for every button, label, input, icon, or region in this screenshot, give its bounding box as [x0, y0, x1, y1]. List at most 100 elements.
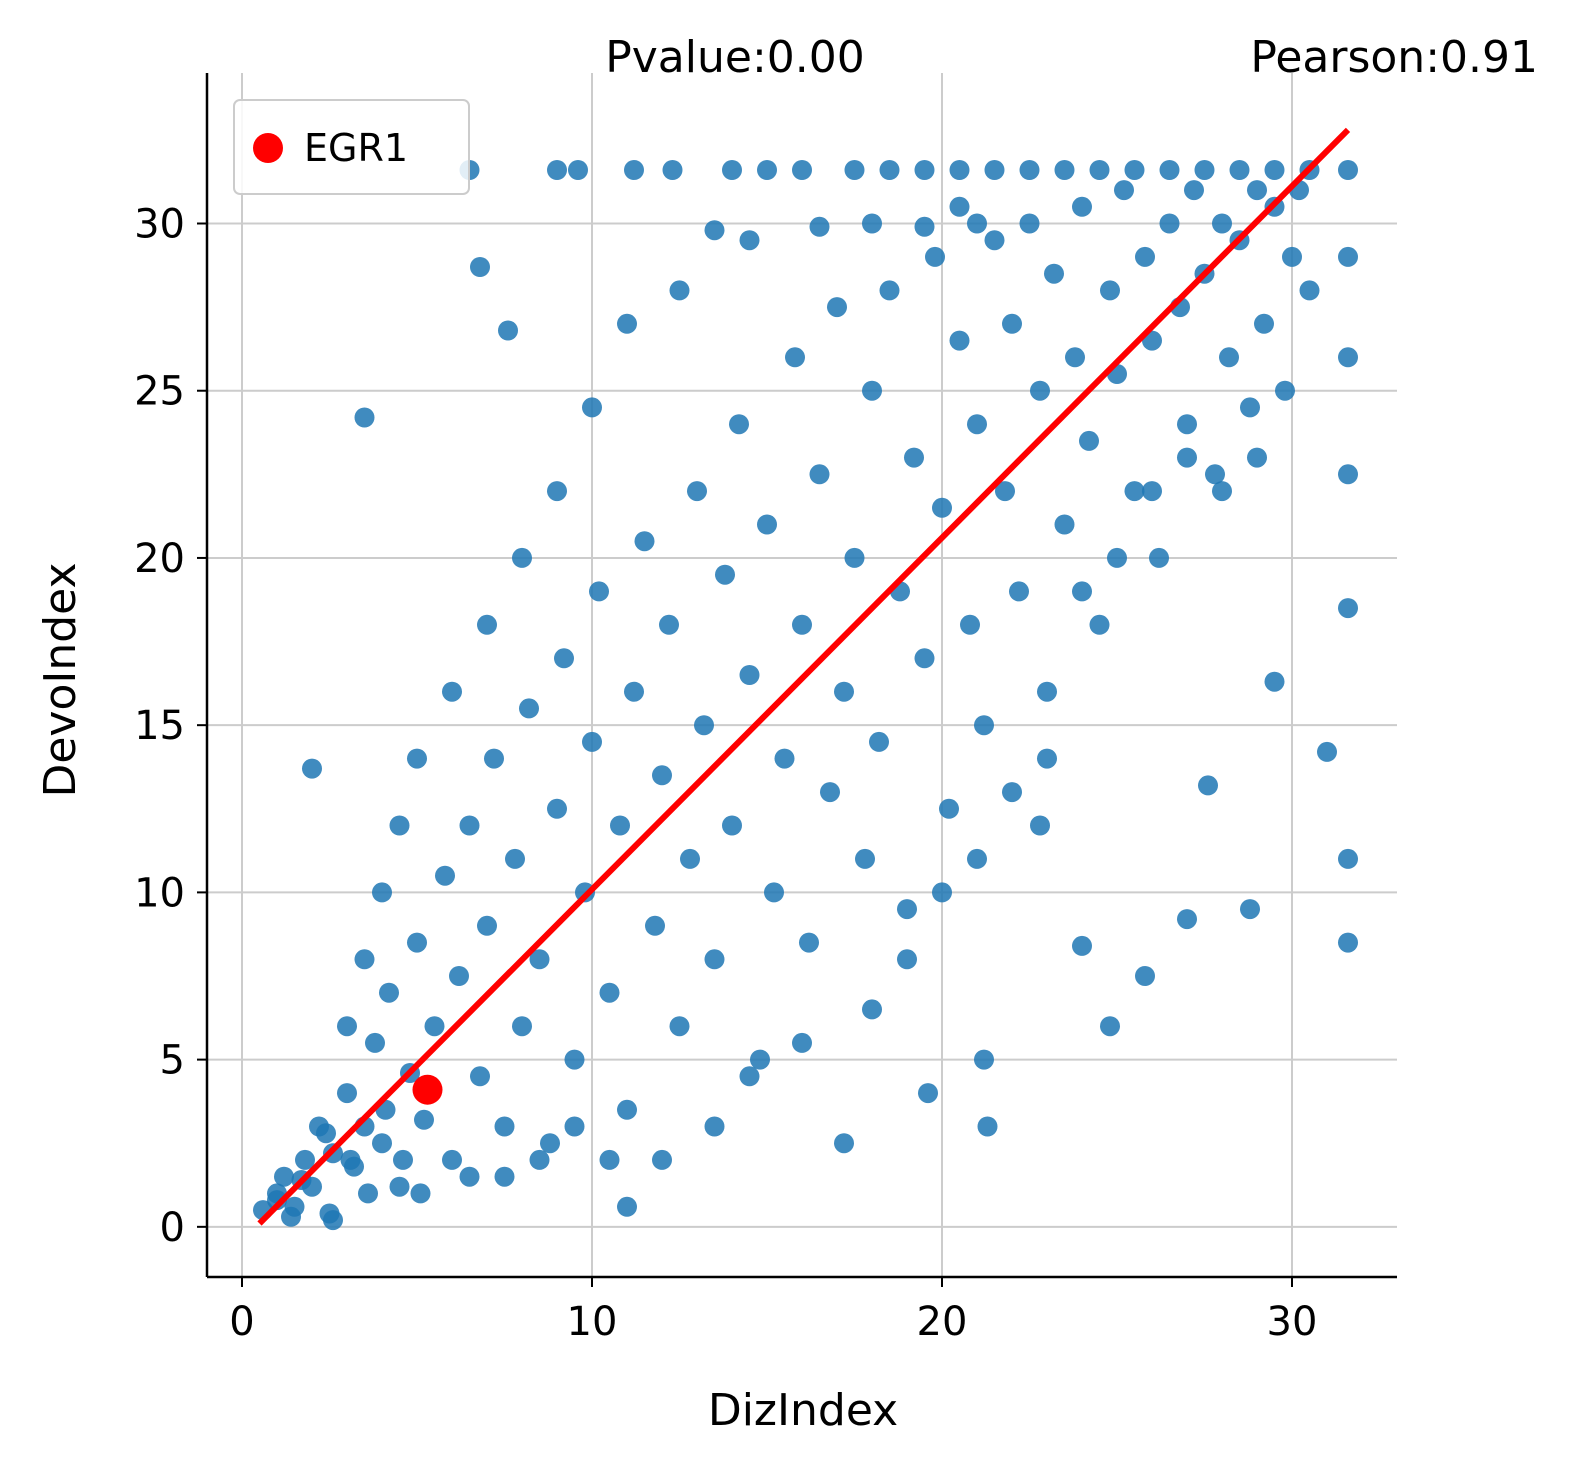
data-point — [687, 481, 707, 502]
legend: EGR1 — [233, 99, 470, 195]
data-point — [974, 715, 994, 736]
data-point — [844, 160, 865, 180]
data-point — [862, 213, 882, 234]
data-point — [897, 949, 917, 970]
data-point — [785, 347, 805, 368]
data-point — [1100, 280, 1120, 301]
grid-lines — [207, 73, 1397, 1277]
data-point — [610, 815, 630, 836]
data-point — [379, 982, 399, 1003]
data-point — [949, 160, 970, 180]
data-point — [1275, 380, 1295, 401]
data-point — [739, 665, 760, 685]
data-point — [372, 1133, 392, 1154]
data-point — [582, 397, 602, 418]
y-tick-label: 20 — [134, 536, 185, 582]
data-point — [358, 1183, 378, 1204]
data-point — [459, 815, 480, 836]
data-point — [1240, 397, 1260, 418]
data-point — [1177, 414, 1197, 435]
data-point — [995, 481, 1015, 502]
data-point — [519, 698, 539, 719]
data-point — [974, 1049, 994, 1070]
data-point — [904, 447, 924, 468]
legend-box — [233, 99, 470, 195]
data-point — [792, 1032, 812, 1053]
x-axis-title: DizIndex — [708, 1385, 898, 1436]
data-point — [1089, 160, 1110, 180]
data-point — [1198, 775, 1218, 796]
data-point — [494, 1166, 515, 1187]
data-point — [337, 1016, 357, 1037]
data-point — [302, 758, 322, 779]
data-point — [764, 882, 784, 903]
y-tick-label: 25 — [134, 369, 185, 415]
data-point — [809, 216, 830, 237]
data-point — [739, 230, 760, 251]
regression-line-layer — [257, 127, 1351, 1226]
data-point — [568, 160, 588, 180]
data-point — [1240, 899, 1260, 920]
data-point — [1019, 213, 1040, 234]
data-point — [960, 614, 980, 635]
data-point — [547, 481, 567, 502]
data-point — [599, 982, 620, 1003]
data-point — [949, 330, 970, 351]
data-point — [1142, 481, 1162, 502]
data-point — [1177, 909, 1197, 930]
data-point — [729, 414, 749, 435]
data-point — [1194, 160, 1215, 180]
data-point — [547, 160, 567, 180]
data-point — [484, 748, 504, 769]
data-point — [722, 160, 742, 180]
data-point — [337, 1083, 357, 1104]
data-point — [715, 564, 735, 585]
data-point — [1037, 681, 1057, 702]
data-point — [932, 497, 952, 518]
data-point — [624, 160, 644, 180]
data-point — [617, 1099, 637, 1120]
data-point — [977, 1116, 998, 1137]
data-point — [984, 230, 1005, 251]
data-point — [393, 1149, 413, 1170]
data-point — [1037, 748, 1057, 769]
data-point — [634, 531, 655, 552]
legend-label-egr1: EGR1 — [304, 126, 408, 170]
x-tick-label: 0 — [229, 1299, 254, 1345]
data-point — [645, 915, 665, 936]
data-point — [1338, 932, 1358, 953]
data-point — [1317, 741, 1337, 762]
data-point — [512, 1016, 532, 1037]
data-point — [589, 581, 609, 602]
data-point — [372, 882, 392, 903]
data-point — [1124, 481, 1145, 502]
data-point — [407, 932, 427, 953]
data-point — [792, 160, 812, 180]
data-point — [1338, 246, 1358, 267]
data-point — [1338, 347, 1358, 368]
data-point — [407, 748, 427, 769]
data-point — [827, 297, 847, 318]
data-point — [897, 899, 917, 920]
data-point — [617, 1196, 637, 1217]
data-point — [1072, 196, 1092, 217]
data-point — [1219, 347, 1239, 368]
data-points — [253, 160, 1358, 1231]
data-point — [862, 380, 882, 401]
y-axis-title: DevoIndex — [35, 562, 86, 797]
data-point — [1264, 160, 1285, 180]
data-point — [652, 1149, 672, 1170]
data-point — [757, 514, 777, 535]
data-point — [1338, 160, 1358, 180]
data-point — [529, 1149, 550, 1170]
data-point — [1184, 180, 1204, 201]
data-point — [1089, 614, 1110, 635]
data-point — [1114, 180, 1134, 201]
data-point — [1205, 464, 1225, 485]
data-point — [914, 160, 935, 180]
data-point — [918, 1083, 938, 1104]
data-point — [1002, 782, 1022, 803]
data-point — [582, 731, 602, 752]
data-point — [669, 1016, 690, 1037]
